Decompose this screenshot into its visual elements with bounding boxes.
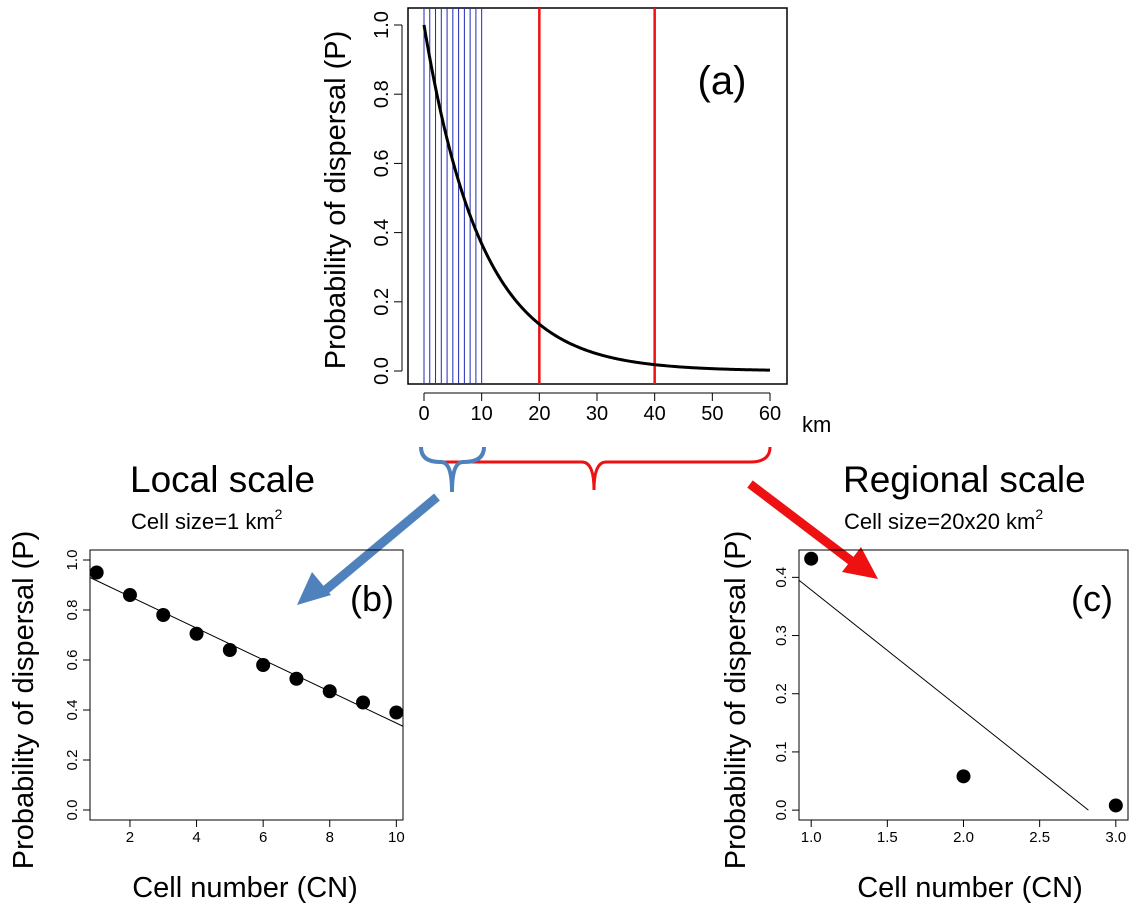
local-scale-title: Local scale xyxy=(130,459,315,500)
local-brace xyxy=(419,446,486,493)
y-axis-label-c: Probability of dispersal (P) xyxy=(720,531,752,869)
x-axis-c: 1.0 1.5 2.0 2.5 3.0 xyxy=(801,819,1126,846)
y-axis-a: 0.0 0.2 0.4 0.6 0.8 1.0 xyxy=(371,11,403,385)
panel-c: 1.0 1.5 2.0 2.5 3.0 0.0 0.1 0.2 0.3 0.4 (c) Prob… xyxy=(720,531,1129,904)
x-tick-label: 50 xyxy=(701,403,723,425)
y-tick-label: 0.6 xyxy=(371,149,393,177)
data-point xyxy=(956,769,971,784)
data-point xyxy=(389,705,404,720)
y-tick-label: 0.2 xyxy=(773,683,790,704)
regional-grid-lines xyxy=(538,8,656,384)
x-tick-label: 4 xyxy=(192,829,200,846)
data-point xyxy=(89,565,104,580)
local-cell-size: Cell size=1 km2 xyxy=(131,506,283,534)
y-tick-label: 0.2 xyxy=(64,750,81,771)
x-tick-label: 1.5 xyxy=(877,829,898,846)
x-tick-label: 40 xyxy=(644,403,666,425)
x-tick-label: 0 xyxy=(418,403,429,425)
x-tick-label: 2 xyxy=(126,829,134,846)
x-axis-a: 0 10 20 30 40 50 60 xyxy=(418,392,781,425)
y-axis-label-a: Probability of dispersal (P) xyxy=(320,31,352,369)
data-points-b xyxy=(89,565,404,720)
data-point xyxy=(222,643,237,657)
y-tick-label: 0.4 xyxy=(64,700,81,721)
x-axis-label-b: Cell number (CN) xyxy=(132,872,358,904)
x-tick-label: 10 xyxy=(388,829,405,846)
data-point xyxy=(122,588,137,602)
y-tick-label: 0.0 xyxy=(773,800,790,821)
fit-line-c xyxy=(798,579,1089,811)
x-tick-label: 20 xyxy=(528,403,550,425)
data-point xyxy=(156,608,171,622)
x-tick-label: 6 xyxy=(259,829,267,846)
plot-frame-a xyxy=(407,7,788,385)
km-unit-label: km xyxy=(802,412,831,437)
x-tick-label: 10 xyxy=(471,403,493,425)
y-tick-label: 0.2 xyxy=(371,288,393,316)
y-tick-label: 0.1 xyxy=(773,741,790,762)
x-tick-label: 3.0 xyxy=(1105,829,1126,846)
data-point xyxy=(256,658,271,672)
panel-label-c: (c) xyxy=(1071,578,1113,619)
y-tick-label: 0.8 xyxy=(64,600,81,621)
y-tick-label: 0.0 xyxy=(64,800,81,821)
x-tick-label: 60 xyxy=(759,403,781,425)
regional-scale-title: Regional scale xyxy=(843,459,1086,500)
y-tick-label: 0.8 xyxy=(371,80,393,108)
y-tick-label: 0.4 xyxy=(371,219,393,247)
y-tick-label: 1.0 xyxy=(371,11,393,39)
x-axis-b: 2 4 6 8 10 xyxy=(126,819,405,846)
y-tick-label: 0.0 xyxy=(371,357,393,385)
y-tick-label: 0.6 xyxy=(64,650,81,671)
x-axis-label-c: Cell number (CN) xyxy=(857,872,1083,904)
panel-a: 0 10 20 30 40 50 60 0.0 0.2 0.4 0.6 0.8 1.0 (a) Pro… xyxy=(320,7,831,437)
local-grid-lines xyxy=(423,8,483,384)
y-tick-label: 0.4 xyxy=(773,567,790,588)
data-point xyxy=(356,695,371,710)
x-tick-label: 8 xyxy=(326,829,334,846)
data-point xyxy=(322,684,337,699)
y-tick-label: 0.3 xyxy=(773,625,790,646)
y-tick-label: 1.0 xyxy=(64,550,81,571)
x-tick-label: 1.0 xyxy=(801,829,822,846)
y-axis-label-b: Probability of dispersal (P) xyxy=(8,531,40,869)
x-tick-label: 30 xyxy=(586,403,608,425)
data-point xyxy=(1108,798,1123,813)
regional-brace xyxy=(419,446,772,491)
data-point xyxy=(804,551,819,566)
data-points-c xyxy=(804,551,1123,813)
data-point xyxy=(189,626,204,641)
local-arrow xyxy=(297,493,440,605)
x-tick-label: 2.5 xyxy=(1029,829,1050,846)
y-axis-b: 0.0 0.2 0.4 0.6 0.8 1.0 xyxy=(64,550,91,821)
y-axis-c: 0.0 0.1 0.2 0.3 0.4 xyxy=(773,567,800,821)
panel-b: 2 4 6 8 10 0.0 0.2 0.4 0.6 0.8 1.0 (b) Probabilit… xyxy=(8,531,405,904)
x-tick-label: 2.0 xyxy=(953,829,974,846)
dispersal-curve xyxy=(422,24,771,372)
regional-cell-size: Cell size=20x20 km2 xyxy=(844,506,1043,534)
panel-label-a: (a) xyxy=(698,59,747,103)
panel-label-b: (b) xyxy=(350,578,394,619)
data-point xyxy=(289,671,304,686)
fit-line-b xyxy=(89,577,404,727)
